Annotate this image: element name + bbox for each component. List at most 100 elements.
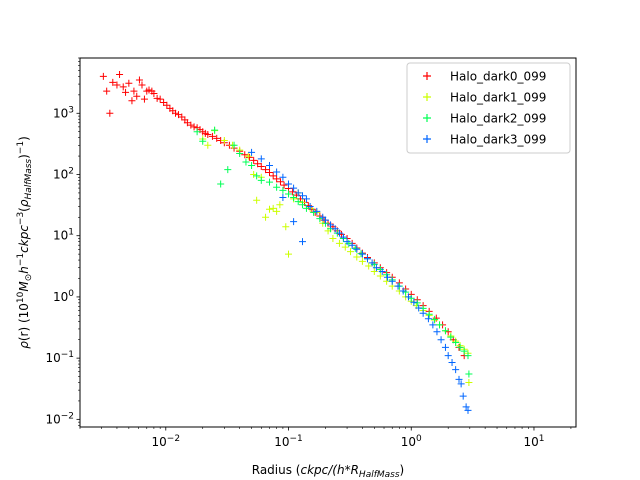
data-point — [248, 148, 256, 156]
data-point — [425, 310, 433, 318]
data-point — [294, 198, 302, 206]
data-point — [269, 204, 277, 212]
data-point — [273, 207, 281, 215]
data-point — [372, 264, 380, 272]
data-point — [172, 109, 180, 117]
data-point — [242, 158, 250, 166]
data-point — [254, 160, 262, 168]
y-axis-label-text: ρ(r) (1010M⊙h−1ckpc−3(ρHalfMass)−1) — [16, 136, 34, 349]
data-point — [363, 255, 371, 263]
data-point — [119, 83, 127, 91]
x-axis-label-text: Radius (ckpc/(h*RHalfMass) — [252, 463, 404, 480]
data-point — [262, 213, 270, 221]
data-point — [310, 208, 318, 216]
data-point — [321, 216, 329, 224]
data-point — [431, 315, 439, 323]
data-point — [331, 225, 339, 233]
data-point — [424, 315, 432, 323]
data-point — [460, 347, 468, 355]
data-point — [128, 97, 136, 105]
y-tick-label: 102 — [53, 166, 74, 181]
data-point — [262, 166, 270, 174]
data-point — [279, 194, 287, 202]
x-tick-label: 10−2 — [152, 434, 181, 449]
data-point — [455, 375, 463, 383]
data-point — [394, 282, 402, 290]
data-point — [113, 81, 121, 89]
x-axis-label: Radius (ckpc/(h*RHalfMass) — [252, 463, 404, 480]
data-point — [103, 87, 111, 95]
data-point — [347, 248, 355, 256]
data-point — [388, 277, 396, 285]
x-tick-label: 100 — [401, 434, 422, 449]
data-point — [405, 293, 413, 301]
y-tick-label: 103 — [53, 105, 74, 120]
data-point — [459, 392, 467, 400]
data-point — [433, 328, 441, 336]
data-point — [276, 201, 284, 209]
data-point — [133, 92, 141, 100]
data-point — [335, 239, 343, 247]
legend-label: Halo_dark1_099 — [450, 91, 546, 105]
data-point — [156, 95, 164, 103]
legend-label: Halo_dark0_099 — [450, 70, 546, 84]
data-point — [456, 343, 464, 351]
data-point — [138, 81, 146, 89]
data-point — [358, 257, 366, 265]
legend-marker — [423, 114, 431, 122]
data-point — [224, 166, 232, 174]
legend-marker — [423, 72, 431, 80]
data-point — [122, 88, 130, 96]
data-point — [302, 204, 310, 212]
ticks-layer: 10−2 10−1 100 101 10−2 10−1 100 101 102 103 — [45, 57, 572, 449]
data-point — [250, 156, 258, 164]
data-point — [269, 172, 277, 180]
data-point — [370, 268, 378, 276]
data-point — [130, 87, 138, 95]
y-tick-label: 10−2 — [45, 411, 74, 426]
data-point — [415, 304, 423, 312]
data-point — [357, 250, 365, 258]
data-point — [266, 205, 274, 213]
data-point — [217, 180, 225, 188]
legend-label: Halo_dark2_099 — [450, 112, 546, 126]
data-point — [253, 196, 261, 204]
series-Halo_dark3_099 — [248, 148, 472, 414]
legend-box — [406, 62, 571, 154]
data-point — [429, 321, 437, 329]
data-point — [285, 250, 293, 258]
data-point — [462, 403, 470, 411]
data-point — [327, 221, 335, 229]
data-point — [444, 352, 452, 360]
data-point — [204, 131, 212, 139]
data-point — [116, 71, 124, 79]
data-point — [145, 86, 153, 94]
data-point — [178, 113, 186, 121]
data-point — [290, 194, 298, 202]
data-point — [220, 136, 228, 144]
data-point — [266, 168, 274, 176]
data-point — [125, 79, 133, 87]
data-point — [341, 243, 349, 251]
data-point — [376, 272, 384, 280]
data-point — [245, 153, 253, 161]
data-point — [298, 238, 306, 246]
data-point — [250, 170, 258, 178]
data-point — [187, 121, 195, 129]
y-axis-label: ρ(r) (1010M⊙h−1ckpc−3(ρHalfMass)−1) — [16, 136, 34, 349]
data-point — [348, 241, 356, 249]
data-point — [193, 128, 201, 136]
data-point — [257, 163, 265, 171]
data-point — [257, 176, 265, 184]
data-point — [410, 298, 418, 306]
data-point — [368, 259, 376, 267]
y-tick-label: 10−1 — [45, 350, 74, 365]
data-point — [213, 134, 221, 142]
data-point — [190, 123, 198, 131]
data-point — [241, 151, 249, 159]
data-point — [351, 244, 359, 252]
data-point — [273, 183, 281, 191]
x-tick-label: 101 — [523, 434, 544, 449]
data-point — [441, 343, 449, 351]
data-point — [290, 184, 298, 192]
